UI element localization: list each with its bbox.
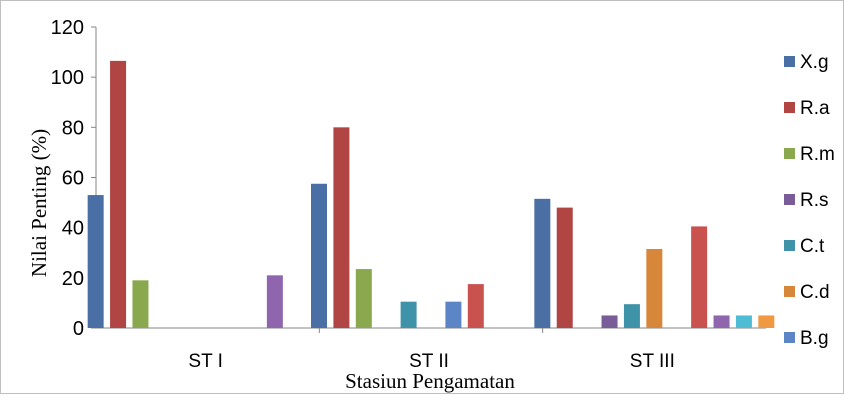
legend-label: R.s — [800, 190, 829, 211]
y-axis-title: Nilai Penting (%) — [27, 129, 51, 277]
bar — [623, 304, 640, 328]
legend: X.g R.a R.m R.s C.t C.d B.g — [784, 52, 835, 349]
x-tick-label: ST I — [188, 351, 223, 372]
legend-swatch — [784, 332, 795, 343]
bar — [132, 280, 149, 328]
y-tick-label: 60 — [62, 168, 84, 190]
x-axis-title: Stasiun Pengamatan — [345, 369, 515, 393]
bar — [556, 207, 573, 328]
bar — [601, 315, 618, 328]
bar — [691, 226, 708, 328]
bar — [110, 60, 127, 329]
bar — [758, 315, 775, 328]
bar — [467, 284, 484, 328]
legend-label: B.g — [800, 328, 829, 349]
bars — [87, 60, 775, 329]
legend-swatch — [784, 148, 795, 159]
bar — [713, 315, 730, 328]
legend-swatch — [784, 194, 795, 205]
bar — [646, 248, 663, 328]
bar — [87, 195, 104, 328]
legend-label: R.m — [800, 144, 835, 165]
x-tick-label: ST III — [630, 351, 675, 372]
legend-label: C.d — [800, 282, 830, 303]
y-tick-label: 120 — [51, 17, 84, 39]
legend-swatch — [784, 56, 795, 67]
y-tick-label: 80 — [62, 117, 84, 139]
legend-swatch — [784, 102, 795, 113]
legend-label: C.t — [800, 236, 825, 257]
bar — [534, 198, 551, 328]
axes: 0 20 40 60 80 100 120 ST I ST II ST III — [51, 17, 766, 372]
legend-swatch — [784, 240, 795, 251]
bar — [445, 301, 462, 328]
bar — [333, 127, 350, 328]
y-tick-label: 100 — [51, 67, 84, 89]
bar — [311, 183, 327, 328]
y-tick-label: 20 — [62, 268, 84, 290]
bar — [400, 301, 417, 328]
bar — [266, 275, 283, 328]
labels: Stasiun Pengamatan Nilai Penting (%) — [27, 129, 515, 393]
y-tick-label: 40 — [62, 218, 84, 240]
x-tick-label: ST II — [409, 351, 449, 372]
bar — [735, 315, 752, 328]
legend-label: R.a — [800, 98, 830, 119]
legend-swatch — [784, 286, 795, 297]
legend-label: X.g — [800, 52, 829, 73]
y-tick-label: 0 — [73, 318, 84, 340]
bar — [355, 269, 372, 328]
